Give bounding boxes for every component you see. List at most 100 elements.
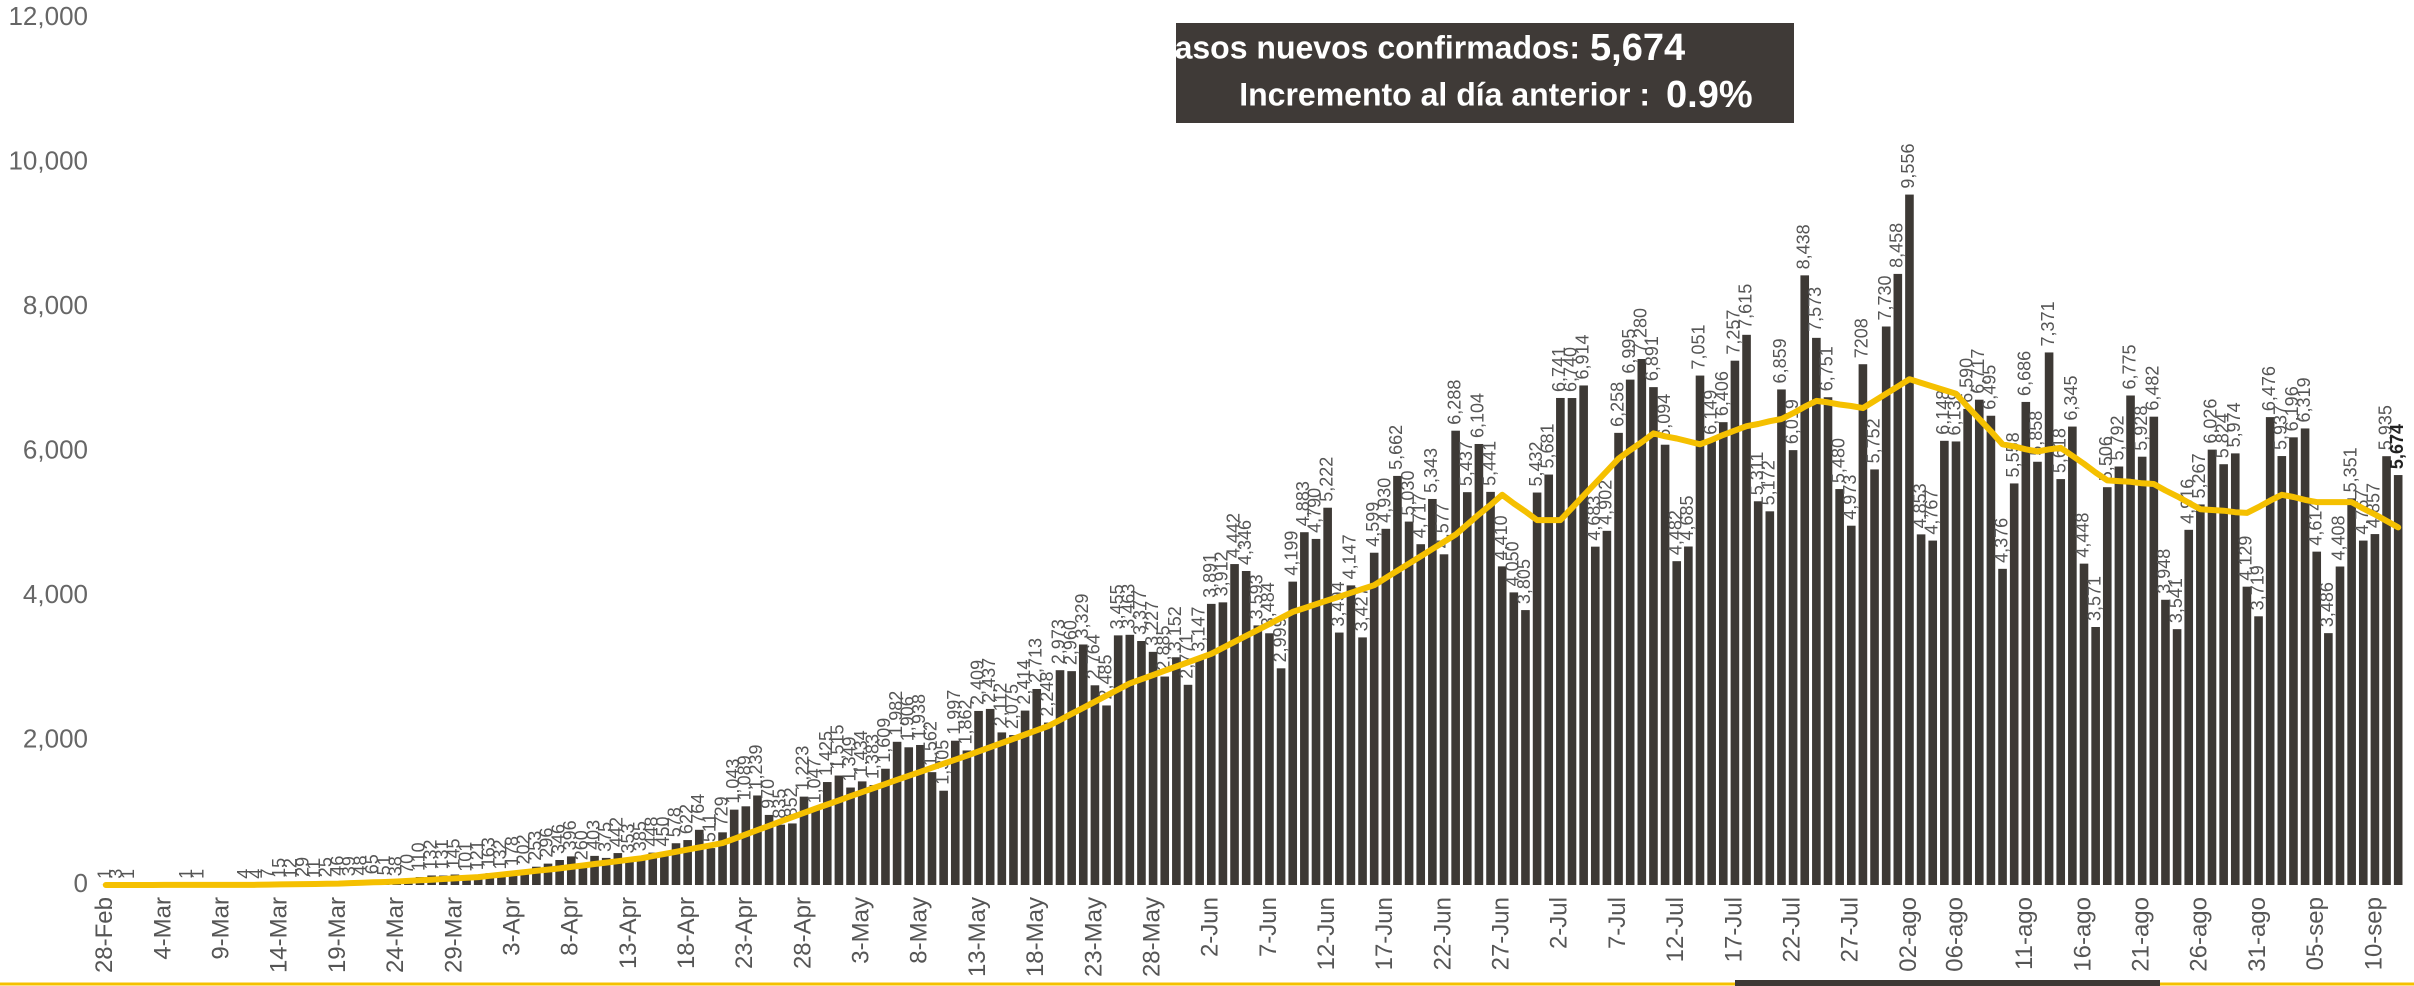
- data-label: 4,930: [1375, 478, 1395, 523]
- data-label: 5,343: [1421, 448, 1441, 493]
- data-label: 6,717: [1968, 349, 1988, 394]
- bar: [1614, 432, 1623, 885]
- data-label: 46: [327, 856, 347, 876]
- data-label: 1,997: [944, 690, 964, 735]
- bar: [1241, 571, 1251, 885]
- data-label: 7,573: [1805, 287, 1825, 332]
- data-label: 5,172: [1759, 460, 1779, 505]
- bar: [1579, 385, 1588, 885]
- data-label: 4,376: [1991, 518, 2011, 563]
- bar: [1928, 540, 1938, 885]
- bar: [2126, 395, 2135, 885]
- data-label: 5,441: [1479, 441, 1499, 486]
- bar: [857, 781, 867, 885]
- data-label: 5,480: [1828, 438, 1848, 483]
- bar: [566, 856, 576, 885]
- data-label: 764: [688, 794, 708, 824]
- bar: [1044, 722, 1053, 885]
- bar: [2300, 428, 2310, 885]
- bar: [1020, 710, 1030, 885]
- bar: [2149, 416, 2159, 885]
- annotation-value: 0.9%: [1666, 74, 1753, 116]
- data-label: 48: [351, 856, 371, 876]
- bar: [1009, 735, 1018, 885]
- bar: [916, 744, 925, 885]
- data-label: 4,482: [1665, 510, 1685, 555]
- bar: [1288, 581, 1298, 885]
- data-label: 4,346: [1235, 520, 1255, 565]
- bar: [636, 857, 646, 885]
- bar: [834, 775, 844, 885]
- x-tick-label: 16-ago: [2069, 897, 2096, 972]
- bar: [2021, 401, 2031, 885]
- data-label: 1,562: [921, 721, 941, 766]
- data-label: 3,593: [1247, 574, 1267, 619]
- x-tick-label: 21-ago: [2128, 897, 2155, 972]
- data-label: 3,484: [1258, 582, 1278, 627]
- data-label: 1,239: [746, 744, 766, 789]
- x-tick-label: 06-ago: [1941, 897, 1968, 972]
- x-tick-label: 3-May: [848, 897, 875, 964]
- bar: [1148, 651, 1158, 885]
- data-label: 6,859: [1770, 338, 1790, 383]
- data-label: 4,050: [1503, 541, 1523, 586]
- bar: [473, 876, 483, 885]
- x-tick-label: 28-Apr: [789, 897, 816, 969]
- data-label: 852: [781, 787, 801, 817]
- bar: [788, 823, 797, 885]
- bar: [2370, 534, 2380, 885]
- x-tick-label: 26-ago: [2186, 897, 2213, 972]
- bar: [2289, 437, 2298, 885]
- x-tick-label: 31-ago: [2244, 897, 2271, 972]
- data-label: 622: [676, 804, 696, 834]
- data-label: 132: [490, 839, 510, 869]
- bar: [1684, 546, 1693, 885]
- data-label: 6,319: [2294, 377, 2314, 422]
- y-tick-label: 12,000: [8, 1, 88, 31]
- bar: [1183, 684, 1193, 885]
- bar: [2161, 599, 2170, 885]
- data-label: 5,928: [2131, 406, 2151, 451]
- bar: [1369, 552, 1379, 885]
- bar: [2044, 352, 2054, 885]
- bar: [1195, 657, 1204, 885]
- bar: [462, 877, 471, 885]
- data-label: 2,764: [1084, 634, 1104, 679]
- bar: [892, 741, 902, 885]
- data-label: 6,740: [1561, 347, 1581, 392]
- x-tick-label: 9-Mar: [208, 897, 235, 960]
- bar: [1812, 337, 1821, 886]
- bar: [2068, 426, 2077, 885]
- data-label: 8,458: [1887, 223, 1907, 268]
- bar: [1835, 489, 1844, 885]
- data-label: 5,792: [2108, 415, 2128, 460]
- bar: [950, 740, 960, 885]
- data-label: 4,767: [1921, 490, 1941, 535]
- data-label: 3,147: [1188, 607, 1208, 652]
- data-label: 1,515: [828, 724, 848, 769]
- bar: [1032, 688, 1042, 885]
- x-tick-label: 17-Jun: [1371, 897, 1398, 970]
- bar: [555, 860, 564, 885]
- bar: [2242, 586, 2252, 885]
- data-label: 1,982: [886, 691, 906, 736]
- data-label: 3,227: [1142, 601, 1162, 646]
- data-label: 5,267: [2189, 453, 2209, 498]
- bar: [1218, 602, 1228, 885]
- data-label: 1: [118, 869, 138, 879]
- bar: [1451, 430, 1460, 885]
- annotation-value: 5,674: [1590, 27, 1685, 69]
- data-label: 6,476: [2259, 366, 2279, 411]
- bar: [927, 772, 937, 885]
- bar: [683, 840, 692, 885]
- data-label: 110: [409, 842, 429, 871]
- data-label: 2,973: [1049, 619, 1069, 664]
- bar: [1323, 507, 1332, 885]
- x-tick-label: 22-Jun: [1429, 897, 1456, 970]
- x-tick-label: 22-Jul: [1778, 897, 1805, 962]
- bar: [2324, 633, 2333, 885]
- data-label: 7,615: [1735, 284, 1755, 329]
- bar: [2347, 498, 2356, 885]
- data-label: 3,329: [1072, 593, 1092, 638]
- data-label: 6,258: [1607, 382, 1627, 427]
